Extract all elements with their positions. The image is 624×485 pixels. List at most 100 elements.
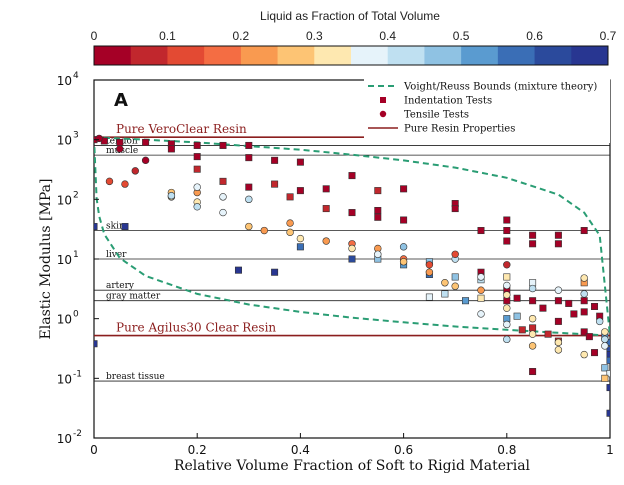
tensile-point xyxy=(503,320,511,329)
tissue-label: artery xyxy=(106,281,135,291)
tensile-point xyxy=(554,346,563,354)
legend-swatch-circle xyxy=(379,110,387,118)
tissue-label: liver xyxy=(106,250,127,260)
indentation-point xyxy=(348,209,356,217)
indentation-point xyxy=(606,351,610,359)
indentation-point xyxy=(518,326,526,334)
colorbar-cell xyxy=(571,46,609,65)
indentation-point xyxy=(529,368,537,376)
tensile-point xyxy=(260,226,268,235)
resin-reference-lines: Pure VeroClear Resin Pure Agilus30 Clear … xyxy=(94,122,610,337)
x-tick-label: 0.8 xyxy=(497,443,516,457)
legend-label: Pure Resin Properties xyxy=(404,124,515,135)
tensile-point xyxy=(141,156,150,165)
indentation-point xyxy=(245,154,253,162)
indentation-point xyxy=(477,294,485,302)
y-tick-label: 10 xyxy=(57,134,72,148)
tensile-point xyxy=(503,261,511,269)
tissue-label: gray matter xyxy=(106,292,161,302)
tissue-label: breast tissue xyxy=(106,372,165,382)
resin-label: Pure Agilus30 Clear Resin xyxy=(116,321,276,335)
tensile-point xyxy=(245,195,253,204)
indentation-point xyxy=(374,187,382,195)
indentation-point xyxy=(271,268,279,276)
indentation-point xyxy=(606,384,610,392)
tensile-point xyxy=(595,317,604,326)
indentation-point xyxy=(591,302,599,310)
x-axis-ticks: 0 0.2 0.4 0.6 0.8 1 xyxy=(90,433,614,457)
tensile-point xyxy=(528,284,537,293)
indentation-point xyxy=(142,138,150,146)
indentation-point xyxy=(193,153,201,161)
colorbar-cell xyxy=(497,46,535,65)
colorbar-cell xyxy=(534,46,572,65)
tensile-point xyxy=(286,219,294,227)
tensile-point xyxy=(348,244,356,253)
tensile-point xyxy=(503,335,511,344)
indentation-point xyxy=(451,273,459,281)
y-tick-exponent: -1 xyxy=(73,369,82,379)
indentation-point xyxy=(606,409,610,417)
tensile-point xyxy=(601,328,609,336)
x-tick-label: 1 xyxy=(606,443,614,457)
indentation-point xyxy=(286,193,294,201)
colorbar-tick-label: 0.7 xyxy=(600,29,617,43)
tensile-point xyxy=(503,281,511,290)
x-tick-label: 0.2 xyxy=(188,443,207,457)
indentation-point xyxy=(529,324,537,332)
legend-label: Indentation Tests xyxy=(404,96,492,107)
x-axis-title: Relative Volume Fraction of Soft to Rigi… xyxy=(174,458,531,474)
tensile-point xyxy=(528,314,537,323)
indentation-point xyxy=(606,356,610,364)
tensile-point xyxy=(399,258,408,266)
tensile-point xyxy=(322,237,330,245)
indentation-point xyxy=(529,240,537,248)
indentation-point xyxy=(322,205,330,213)
y-tick-exponent: 2 xyxy=(73,190,79,200)
legend-swatch-square xyxy=(380,97,386,103)
indentation-point xyxy=(400,216,408,224)
colorbar-cell xyxy=(351,46,389,65)
tensile-point xyxy=(425,268,434,276)
legend-label: Voight/Reuss Bounds (mixture theory) xyxy=(403,82,597,93)
y-tick-exponent: 4 xyxy=(73,71,79,81)
indentation-point xyxy=(601,374,609,382)
tensile-point xyxy=(219,208,227,217)
tensile-point xyxy=(95,134,103,143)
indentation-point xyxy=(296,158,304,166)
indentation-point xyxy=(477,227,485,235)
tensile-point xyxy=(580,274,588,282)
indentation-point xyxy=(580,308,588,316)
colorbar-cell xyxy=(314,46,352,65)
indentation-point xyxy=(219,177,227,185)
indentation-point xyxy=(219,141,227,149)
indentation-point xyxy=(580,328,588,336)
tensile-point xyxy=(131,167,139,175)
colorbar-tick-label: 0.5 xyxy=(453,29,470,43)
tensile-point xyxy=(245,222,253,231)
indentation-point xyxy=(503,227,511,235)
colorbar-cell xyxy=(240,46,278,65)
tensile-point xyxy=(477,286,485,294)
tensile-point xyxy=(554,338,563,347)
colorbar-tick-label: 0.3 xyxy=(306,29,323,43)
indentation-point xyxy=(425,293,433,301)
indentation-point xyxy=(513,294,521,302)
colorbar-frame xyxy=(93,45,609,66)
tensile-point xyxy=(601,335,609,344)
indentation-point xyxy=(570,310,578,318)
colorbar-cell xyxy=(277,46,315,65)
indentation-point xyxy=(441,290,449,298)
data-points xyxy=(94,134,610,417)
y-tick-label: 10 xyxy=(57,313,72,327)
colorbar-tick-label: 0.2 xyxy=(233,29,250,43)
colorbar-tick-label: 0.6 xyxy=(526,29,543,43)
indentation-point xyxy=(554,240,562,248)
indentation-point xyxy=(193,141,201,149)
indentation-point xyxy=(462,297,470,305)
panel-label: A xyxy=(114,90,128,111)
tensile-point xyxy=(121,180,129,188)
tensile-point xyxy=(296,234,305,243)
y-tick-label: 10 xyxy=(57,372,72,386)
